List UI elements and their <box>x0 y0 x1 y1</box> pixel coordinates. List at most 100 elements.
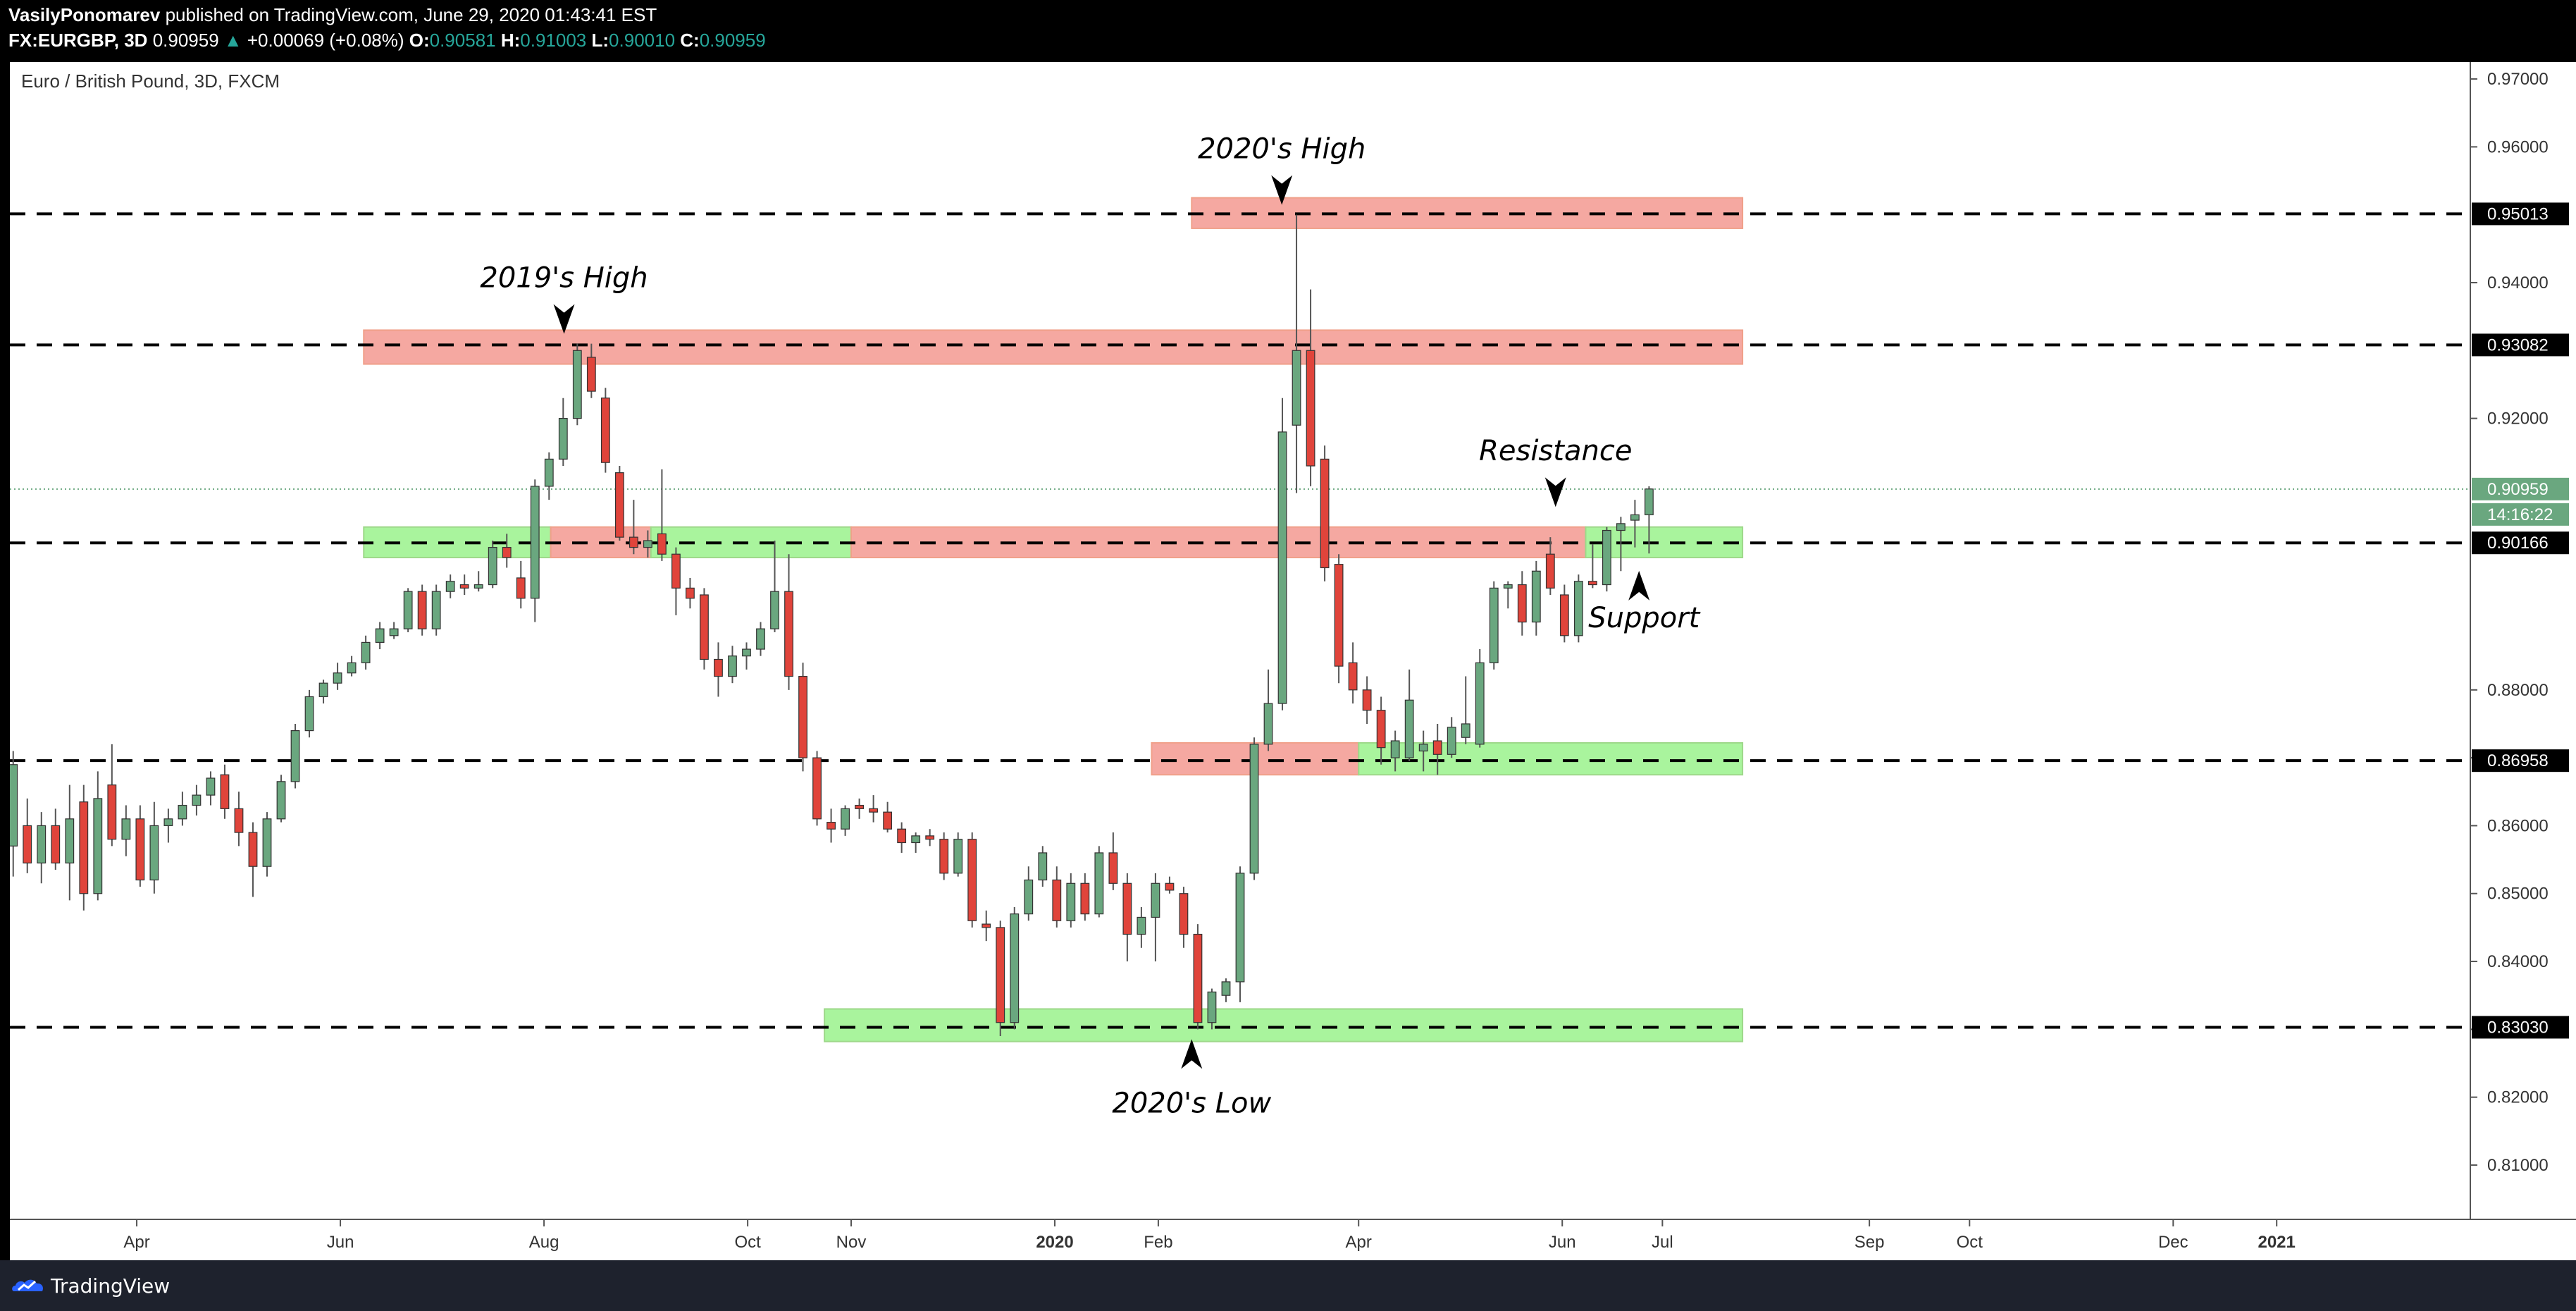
candle-up <box>1263 703 1273 745</box>
candle-down <box>135 818 145 881</box>
high-value: 0.91003 <box>520 30 587 51</box>
candle-down <box>925 835 935 840</box>
price-tick-label: 0.86000 <box>2487 816 2549 835</box>
candle-up <box>149 825 159 881</box>
countdown-label: 14:16:22 <box>2487 505 2553 524</box>
change-up-icon: ▲ <box>223 30 242 51</box>
candle-down <box>1348 662 1358 691</box>
annotations-layer: 2020's High 2019's High Resistance Support 2… <box>480 133 1700 1120</box>
candle-down <box>1052 879 1062 921</box>
candle-down <box>1193 933 1203 1023</box>
annotation-label: 2020's High <box>1198 133 1366 166</box>
candle-up <box>304 696 314 732</box>
candle-up <box>37 825 47 863</box>
price-tick-label: 0.97000 <box>2487 70 2549 89</box>
candle-down <box>1080 882 1090 915</box>
price-tick-label: 0.85000 <box>2487 885 2549 904</box>
candle-up <box>206 777 216 796</box>
candle-up <box>911 835 921 844</box>
candle-down <box>1545 553 1555 589</box>
candle-up <box>347 662 357 674</box>
price-tick-label: 0.96000 <box>2487 137 2549 156</box>
candle-up <box>742 648 751 657</box>
tradingview-logo-icon[interactable] <box>10 1273 48 1298</box>
candle-down <box>23 825 32 863</box>
candle-down <box>812 757 822 820</box>
candle-up <box>1249 744 1259 874</box>
author-name[interactable]: VasilyPonomarev <box>8 4 161 25</box>
candle-up <box>361 641 371 663</box>
time-tick-label: Dec <box>2158 1233 2188 1252</box>
price-tick-label: 0.82000 <box>2487 1088 2549 1107</box>
footer-brand[interactable]: TradingView <box>51 1274 171 1298</box>
candle-down <box>686 587 695 599</box>
candle-up <box>1489 587 1499 663</box>
candle-down <box>220 774 230 809</box>
candle-up <box>1024 879 1034 915</box>
annotation-label: Resistance <box>1479 435 1632 467</box>
candle-up <box>375 628 385 644</box>
support-zone <box>1358 741 1744 776</box>
candle-up <box>1221 981 1231 996</box>
candle-down <box>1334 564 1344 667</box>
candle-down <box>234 808 244 833</box>
time-tick-label: Aug <box>529 1233 559 1252</box>
support-zone <box>824 1008 1744 1042</box>
level-badge <box>2472 333 2569 357</box>
candle-down <box>628 536 638 548</box>
candlestick-chart[interactable]: 2020's High 2019's High Resistance Support 2… <box>10 62 2576 1260</box>
candle-up <box>1573 581 1583 636</box>
level-badge-label: 0.93082 <box>2487 336 2549 355</box>
candle-up <box>1630 514 1640 521</box>
candle-up <box>756 628 765 650</box>
candle-down <box>798 675 807 758</box>
candle-up <box>276 781 286 820</box>
candle-up <box>841 808 850 830</box>
candle-down <box>600 398 610 463</box>
candle-down <box>1108 852 1118 884</box>
candle-down <box>614 472 624 538</box>
candle-down <box>657 533 667 555</box>
annotation-label: Support <box>1588 602 1700 634</box>
level-badge-label: 0.90166 <box>2487 534 2549 553</box>
candle-down <box>1165 882 1175 891</box>
candle-up <box>333 672 342 684</box>
candles-layer <box>10 214 1654 1036</box>
candle-down <box>1179 893 1189 935</box>
current-price-badge <box>2472 477 2569 500</box>
candle-down <box>1376 710 1386 749</box>
candle-down <box>826 822 836 830</box>
candle-down <box>939 839 949 874</box>
candle-down <box>671 553 681 589</box>
candle-down <box>982 923 991 928</box>
open-value: 0.90581 <box>429 30 496 51</box>
candle-down <box>107 784 117 840</box>
low-value: 0.90010 <box>609 30 676 51</box>
candle-down <box>79 801 89 894</box>
candle-up <box>572 350 582 419</box>
time-tick-label: Oct <box>734 1233 761 1252</box>
level-badge <box>2472 531 2569 555</box>
time-tick-label: Oct <box>1957 1233 1983 1252</box>
candle-up <box>953 839 963 874</box>
candle-up <box>544 458 554 487</box>
time-tick-label: Jul <box>1652 1233 1673 1252</box>
candle-up <box>1010 913 1020 1023</box>
level-badge <box>2472 749 2569 773</box>
candle-down <box>1122 882 1132 935</box>
candle-down <box>502 546 512 558</box>
annotation-arrow-up-icon <box>1181 1039 1203 1069</box>
symbol-label[interactable]: FX:EURGBP, 3D <box>8 30 148 51</box>
price-tick-label: 0.84000 <box>2487 952 2549 971</box>
candle-down <box>714 658 723 677</box>
candle-up <box>1277 431 1287 704</box>
candle-up <box>445 581 455 592</box>
candle-down <box>784 591 793 677</box>
annotation-arrow-down-icon <box>1544 477 1566 507</box>
publish-text: published on TradingView.com, June 29, 2… <box>165 4 657 25</box>
price-tick-label: 0.81000 <box>2487 1156 2549 1175</box>
candle-down <box>855 804 865 809</box>
candle-up <box>473 584 483 589</box>
chart-area[interactable]: 2020's High 2019's High Resistance Support 2… <box>10 62 2576 1260</box>
candle-down <box>417 591 427 629</box>
